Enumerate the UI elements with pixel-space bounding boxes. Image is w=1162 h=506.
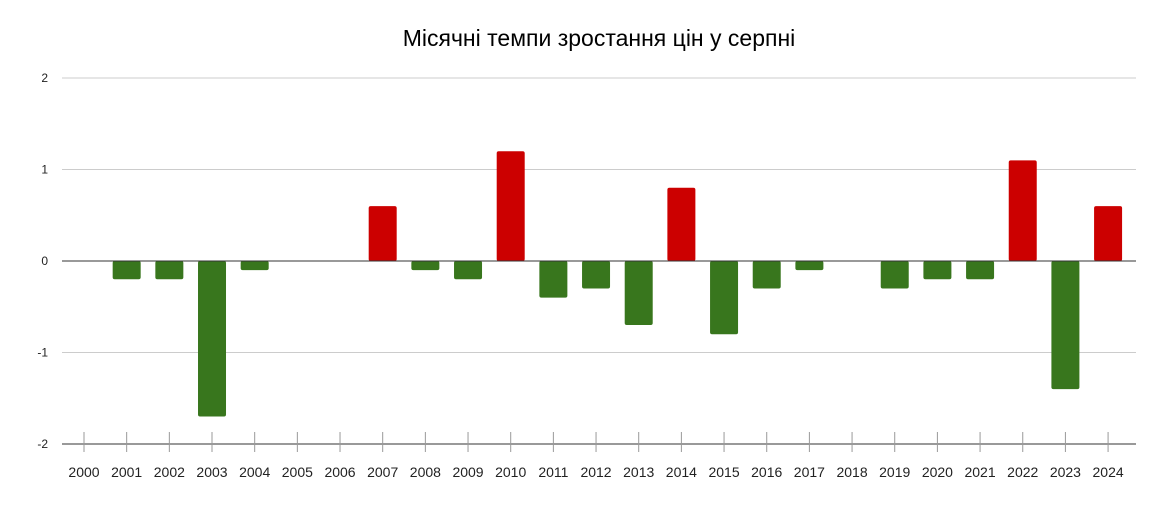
bar-2016 bbox=[752, 261, 781, 289]
x-tick-label-2016: 2016 bbox=[751, 464, 782, 480]
bar-2010 bbox=[496, 151, 525, 261]
y-tick-label: 1 bbox=[41, 163, 48, 177]
x-tick-label-2003: 2003 bbox=[196, 464, 227, 480]
x-tick-label-2022: 2022 bbox=[1007, 464, 1038, 480]
x-tick-label-2020: 2020 bbox=[922, 464, 953, 480]
x-tick-label-2017: 2017 bbox=[794, 464, 825, 480]
x-tick-label-2005: 2005 bbox=[282, 464, 313, 480]
x-tick-label-2015: 2015 bbox=[708, 464, 739, 480]
bar-2021 bbox=[966, 261, 995, 280]
chart-title: Місячні темпи зростання цін у серпні bbox=[403, 25, 796, 51]
x-tick-label-2007: 2007 bbox=[367, 464, 398, 480]
y-tick-label: 2 bbox=[41, 71, 48, 85]
bar-2001 bbox=[112, 261, 141, 280]
x-tick-label-2001: 2001 bbox=[111, 464, 142, 480]
x-tick-label-2011: 2011 bbox=[538, 464, 568, 480]
y-axis-ticks: 2 1 0 -1 -2 bbox=[37, 71, 48, 451]
bar-2017 bbox=[795, 261, 824, 271]
bar-2011 bbox=[539, 261, 568, 298]
x-tick-label-2014: 2014 bbox=[666, 464, 697, 480]
bar-2003 bbox=[198, 261, 227, 417]
x-tick-label-2021: 2021 bbox=[964, 464, 995, 480]
bar-2014 bbox=[667, 187, 696, 261]
bar-2004 bbox=[240, 261, 269, 271]
bar-2012 bbox=[582, 261, 611, 289]
x-tick-label-2006: 2006 bbox=[324, 464, 355, 480]
bar-2013 bbox=[624, 261, 653, 326]
x-tick-label-2019: 2019 bbox=[879, 464, 910, 480]
bars bbox=[112, 151, 1123, 417]
x-tick-label-2012: 2012 bbox=[580, 464, 611, 480]
x-tick-label-2013: 2013 bbox=[623, 464, 654, 480]
gridlines bbox=[62, 77, 1136, 353]
bar-2019 bbox=[880, 261, 909, 289]
bar-2024 bbox=[1094, 206, 1123, 261]
x-axis bbox=[62, 260, 1136, 445]
y-tick-label: -1 bbox=[37, 346, 48, 360]
x-tick-label-2018: 2018 bbox=[836, 464, 867, 480]
bar-2015 bbox=[710, 261, 739, 335]
bar-2009 bbox=[454, 261, 483, 280]
bar-2007 bbox=[368, 206, 397, 261]
x-tick-label-2000: 2000 bbox=[68, 464, 99, 480]
bar-2002 bbox=[155, 261, 184, 280]
x-tick-label-2024: 2024 bbox=[1093, 464, 1124, 480]
x-tick-label-2023: 2023 bbox=[1050, 464, 1081, 480]
x-tick-label-2009: 2009 bbox=[452, 464, 483, 480]
x-tick-label-2002: 2002 bbox=[154, 464, 185, 480]
bar-2020 bbox=[923, 261, 952, 280]
x-tick-label-2008: 2008 bbox=[410, 464, 441, 480]
x-tick-label-2004: 2004 bbox=[239, 464, 270, 480]
x-tick-label-2010: 2010 bbox=[495, 464, 526, 480]
bar-2008 bbox=[411, 261, 440, 271]
bar-2023 bbox=[1051, 261, 1080, 390]
y-tick-label: -2 bbox=[37, 437, 48, 451]
y-tick-label: 0 bbox=[41, 254, 48, 268]
bar-2022 bbox=[1008, 160, 1037, 261]
x-axis-ticks: 2000 2001 2002 2003 2004 2005 2006 2007 2008 2009… bbox=[68, 432, 1124, 480]
